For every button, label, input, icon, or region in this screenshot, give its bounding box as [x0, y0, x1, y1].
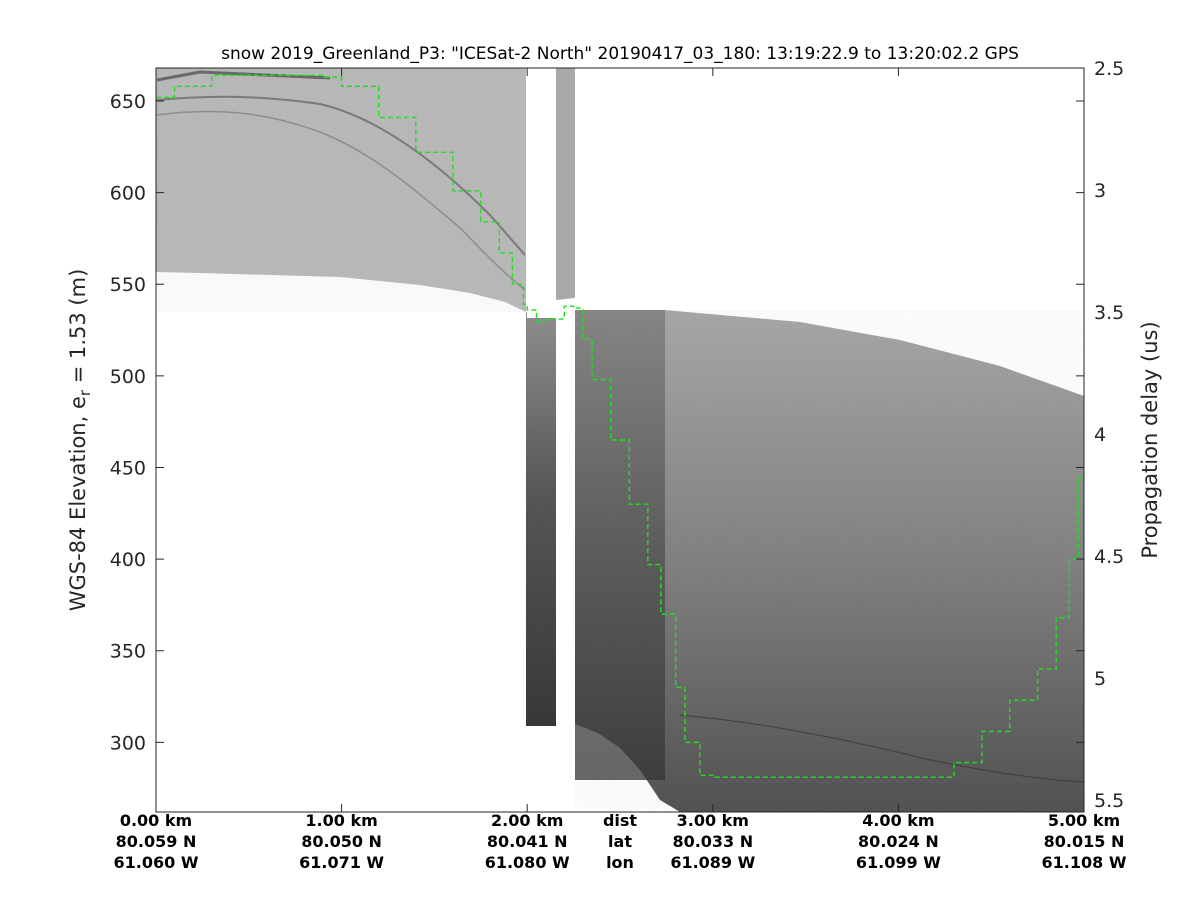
right-y-axis: 2.5 3 3.5 4 4.5 5 5.5 [1094, 58, 1124, 812]
y2-tick-label: 4 [1094, 424, 1106, 446]
x-tick-label-lon: 61.071 W [299, 853, 384, 872]
x-tick-label-lat: 80.024 N [858, 832, 939, 851]
x-tick-label-lon: 61.060 W [114, 853, 199, 872]
x-tick-label-lon: 61.108 W [1042, 853, 1127, 872]
x-tick-label-dist: 3.00 km [677, 811, 749, 830]
y2-tick-label: 3 [1094, 180, 1106, 202]
y2-tick-label: 5.5 [1094, 790, 1124, 812]
x-axis: 0.00 km 80.059 N 61.060 W 1.00 km 80.050 N 61… [114, 68, 1127, 872]
x-tick-label-lon: 61.099 W [856, 853, 941, 872]
y2-tick-label: 4.5 [1094, 546, 1124, 568]
y-axis-label: WGS-84 Elevation, er = 1.53 (m) [66, 269, 94, 612]
y-tick-label: 550 [110, 274, 146, 296]
plot-area [156, 68, 1084, 812]
internal-layer-upper-2 [156, 110, 526, 291]
x-tick-label-dist: 2.00 km [491, 811, 563, 830]
y-tick-label: 650 [110, 91, 146, 113]
internal-layer-upper-1 [156, 95, 526, 256]
x-tick-label-dist: 0.00 km [120, 811, 192, 830]
y-tick-label: 500 [110, 366, 146, 388]
echogram-upper-strip [556, 68, 575, 300]
x-tick-label-lat: 80.059 N [116, 832, 197, 851]
x-tick-label-lat: 80.033 N [672, 832, 753, 851]
y-tick-label: 350 [110, 641, 146, 663]
x-tick-label-lat: 80.015 N [1044, 832, 1125, 851]
surface-trace-line [156, 74, 1084, 778]
y2-tick-label: 2.5 [1094, 58, 1124, 80]
x-tick-label-dist: 5.00 km [1048, 811, 1120, 830]
data-gap-1 [527, 68, 556, 318]
x-row-label-lat: lat [608, 832, 632, 851]
y-tick-label: 450 [110, 457, 146, 479]
data-gap-2 [556, 300, 575, 314]
x-tick-label-lon: 61.080 W [485, 853, 570, 872]
x-tick-label-dist: 4.00 km [862, 811, 934, 830]
plot-frame [155, 67, 1085, 813]
x-row-label-dist: dist [603, 811, 637, 830]
y-tick-label: 600 [110, 183, 146, 205]
x-tick-label-lat: 80.041 N [487, 832, 568, 851]
x-tick-label-dist: 1.00 km [305, 811, 377, 830]
y2-tick-label: 5 [1094, 668, 1106, 690]
x-tick-label-lon: 61.089 W [670, 853, 755, 872]
left-y-axis: 300 350 400 450 500 550 600 650 [110, 91, 1084, 754]
x-row-label-lon: lon [606, 853, 634, 872]
chart-title: snow 2019_Greenland_P3: "ICESat-2 North"… [221, 44, 1019, 64]
data-gap-3 [556, 314, 574, 734]
echogram-lower-dark-band [575, 310, 665, 780]
y-tick-label: 300 [110, 732, 146, 754]
y-tick-label: 400 [110, 549, 146, 571]
x-tick-label-lat: 80.050 N [301, 832, 382, 851]
y2-axis-label: Propagation delay (us) [1138, 321, 1162, 558]
y2-tick-label: 3.5 [1094, 302, 1124, 324]
